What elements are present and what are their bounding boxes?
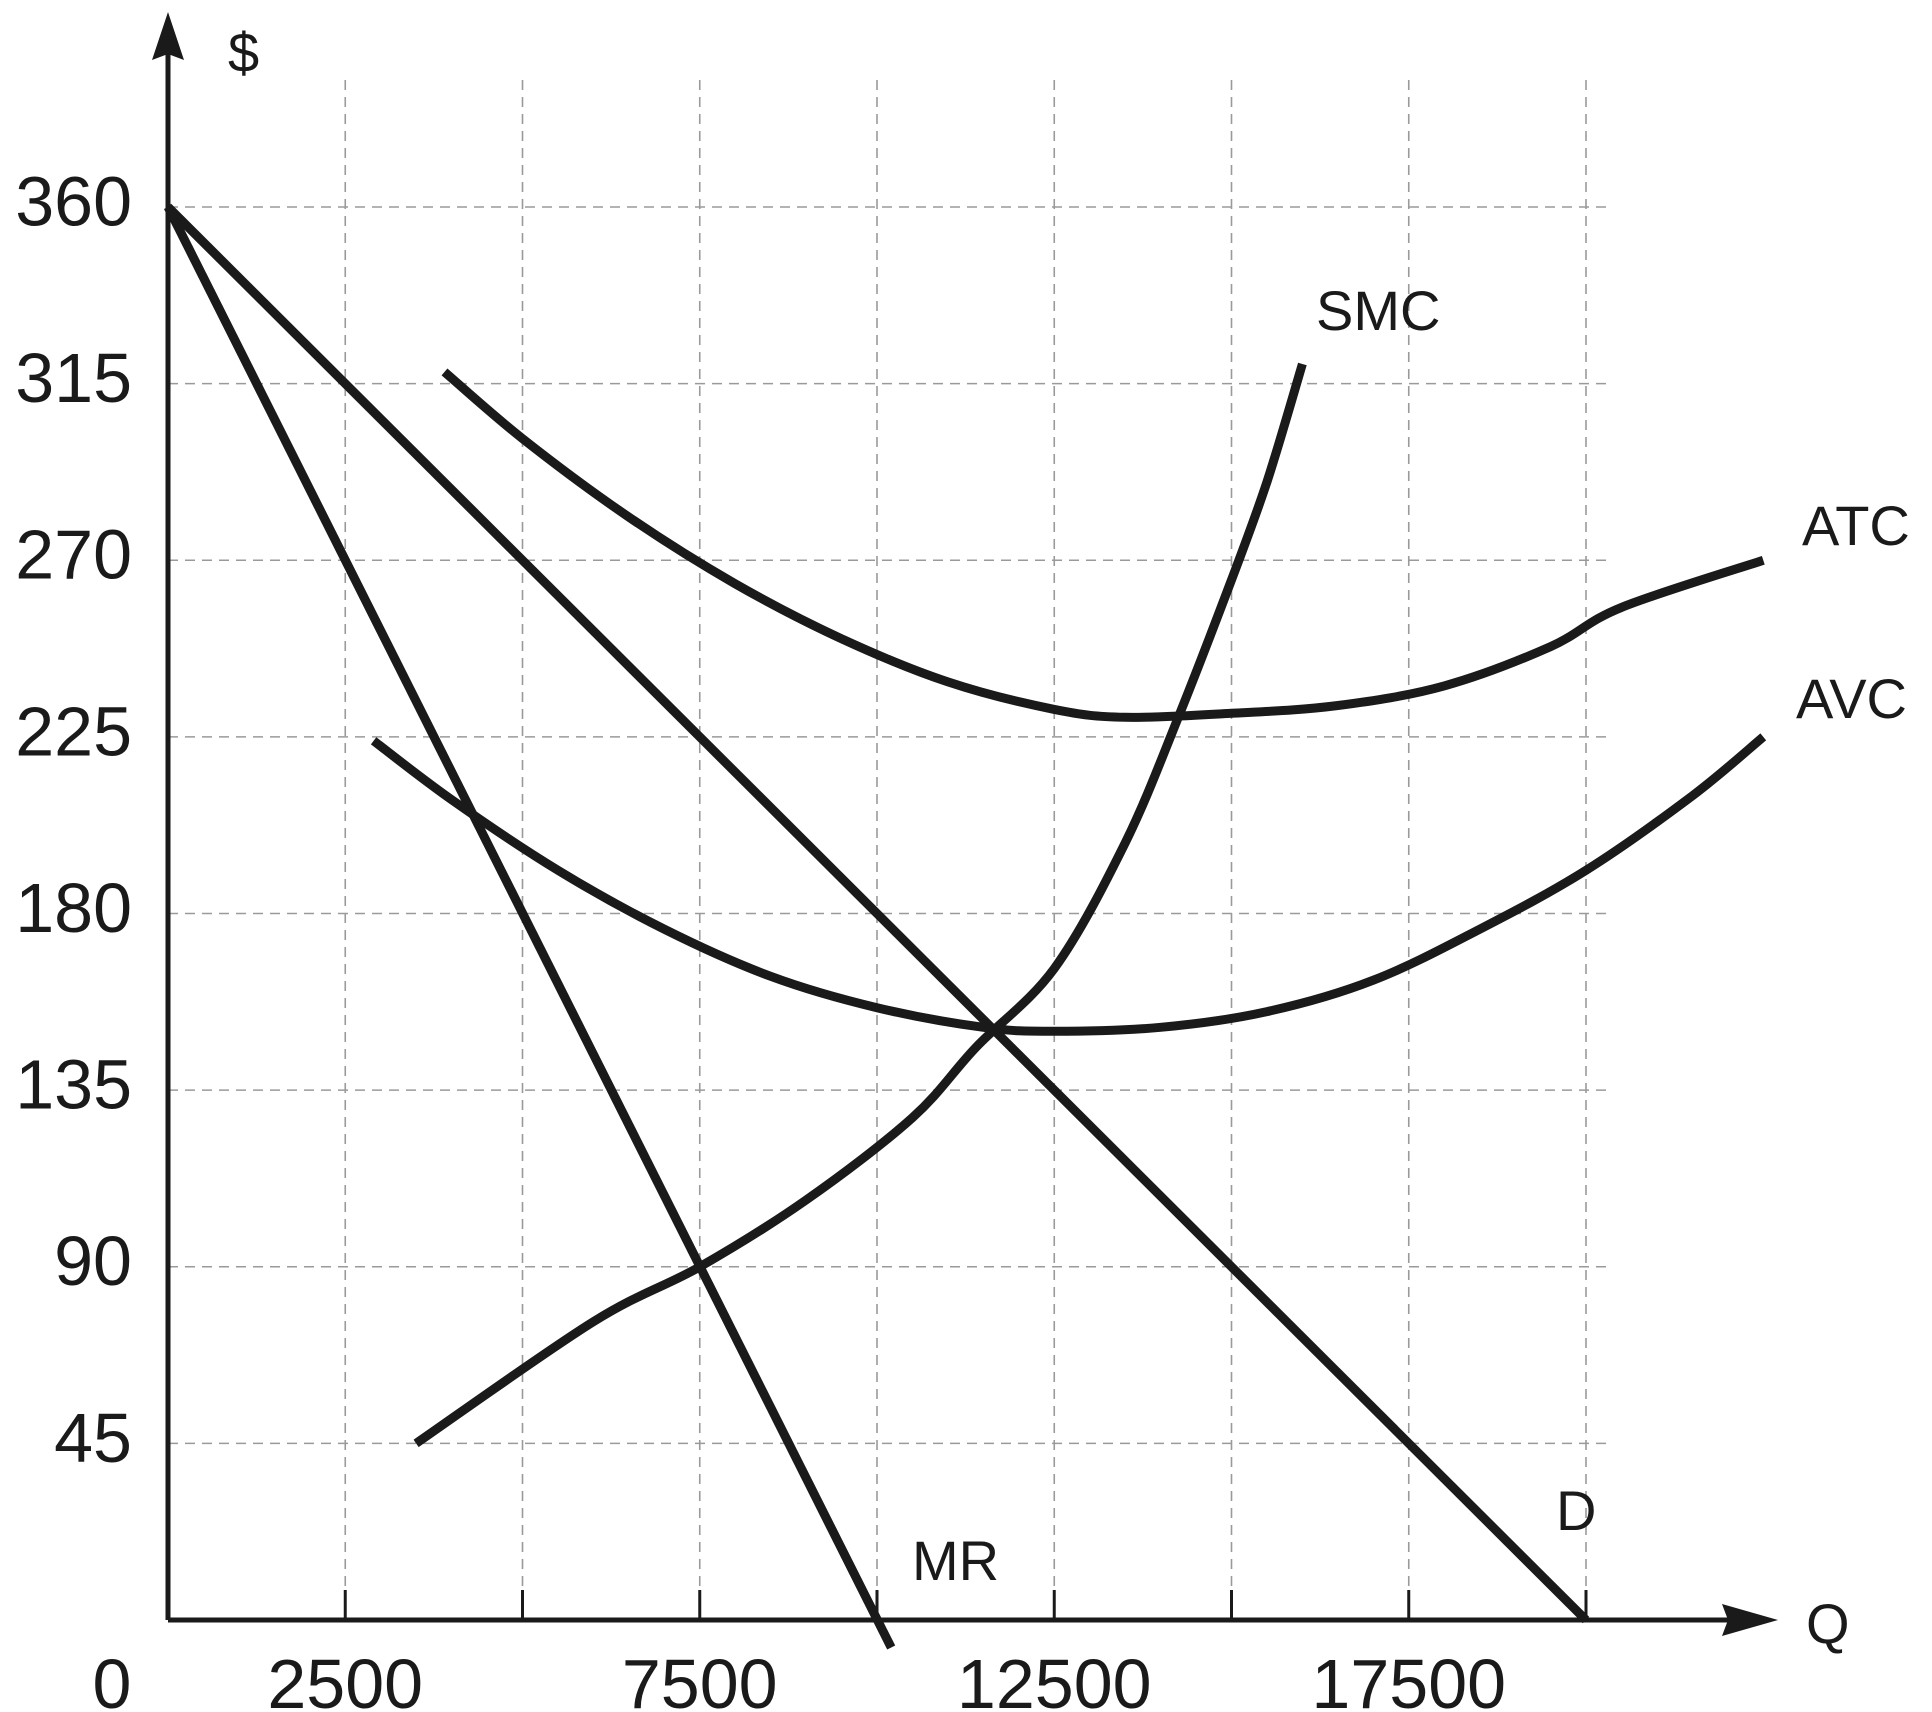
- x-tick-label-12500: 12500: [957, 1645, 1152, 1712]
- curve-atc: [441, 368, 1765, 722]
- x-tick-label-7500: 7500: [622, 1645, 778, 1712]
- series-label-d: D: [1556, 1479, 1596, 1542]
- series-label-avc: AVC: [1796, 667, 1907, 730]
- curve-avc: [370, 733, 1767, 1036]
- series-label-smc: SMC: [1316, 279, 1440, 342]
- curves: [163, 203, 1767, 1650]
- series-label-mr: MR: [912, 1529, 999, 1592]
- curve-d: [164, 203, 1590, 1624]
- x-tick-label-17500: 17500: [1311, 1645, 1506, 1712]
- series-label-atc: ATC: [1802, 494, 1910, 557]
- y-tick-label-90: 90: [54, 1222, 132, 1300]
- y-tick-label-270: 270: [15, 516, 132, 594]
- y-tick-label-180: 180: [15, 869, 132, 947]
- y-tick-label-135: 135: [15, 1046, 132, 1124]
- y-tick-label-315: 315: [15, 339, 132, 417]
- axes: $ Q: [152, 12, 1850, 1655]
- y-tick-label-45: 45: [54, 1399, 132, 1477]
- x-axis-arrowhead: [1722, 1604, 1778, 1636]
- curve-smc: [413, 362, 1307, 1448]
- x-tick-label-0: 0: [93, 1645, 132, 1712]
- y-axis-arrowhead: [152, 12, 184, 60]
- grid-lines: [168, 78, 1612, 1620]
- y-axis-label: $: [228, 21, 259, 84]
- y-tick-label-360: 360: [15, 162, 132, 240]
- curve-mr: [163, 204, 896, 1650]
- ticks: 45 90 135 180 225 270 315 360 0 2500 7500 12500 1750…: [15, 162, 1588, 1712]
- x-axis-label: Q: [1806, 1592, 1850, 1655]
- x-tick-label-2500: 2500: [267, 1645, 423, 1712]
- series-labels: SMC ATC AVC D MR: [912, 279, 1910, 1592]
- y-tick-label-225: 225: [15, 692, 132, 770]
